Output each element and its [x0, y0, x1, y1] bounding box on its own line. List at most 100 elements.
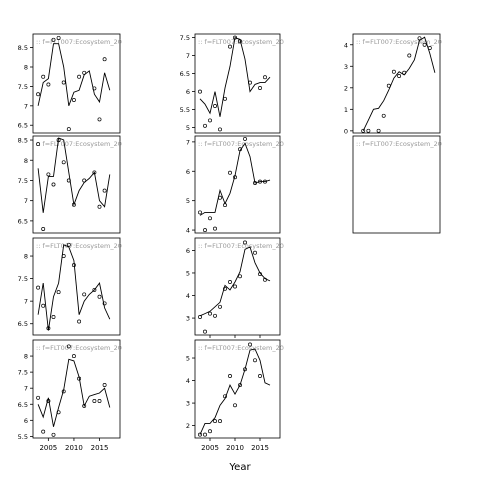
- facet-label: :: f=FLT007:Ecosystem_20: [36, 344, 122, 352]
- data-point: [102, 188, 107, 193]
- facet-panel: :: f=FLT007:Ecosystem_20: [352, 135, 442, 234]
- data-point: [218, 304, 222, 309]
- data-point: [258, 272, 262, 277]
- data-point: [253, 181, 257, 185]
- facet-panel: :: f=FLT007:Ecosystem_205.5 6 6.5 7 7.5 82005…: [18, 339, 122, 452]
- facet-frame: [194, 33, 281, 134]
- data-point: [381, 113, 386, 118]
- y-tick-label: 5.5: [18, 433, 28, 441]
- data-point: [51, 432, 56, 437]
- data-point: [417, 36, 422, 41]
- data-point: [66, 344, 71, 349]
- data-point: [361, 128, 366, 133]
- fitted-line: [37, 358, 111, 427]
- data-point: [243, 367, 247, 372]
- data-point: [228, 170, 232, 175]
- data-point: [41, 303, 46, 308]
- facet-panel: :: f=FLT007:Ecosystem_206.5 7 7.5 8 8.5: [18, 33, 122, 134]
- y-tick-label: 7: [24, 298, 28, 306]
- y-tick-label: 2: [186, 422, 190, 430]
- data-point: [258, 374, 262, 378]
- data-point: [243, 136, 247, 141]
- data-point: [203, 228, 207, 233]
- data-point: [263, 277, 267, 282]
- fitted-line: [37, 137, 111, 213]
- data-point: [97, 117, 102, 122]
- data-point: [386, 83, 391, 88]
- data-point: [61, 80, 66, 85]
- data-point: [218, 419, 222, 424]
- y-tick-label: 8.5: [18, 137, 28, 145]
- data-point: [233, 175, 237, 180]
- y-tick-label: 3: [186, 400, 190, 408]
- data-point: [71, 263, 76, 268]
- y-tick-label: 7.5: [18, 83, 28, 91]
- y-tick-label: 3: [186, 315, 190, 323]
- data-point: [223, 394, 227, 399]
- facet-label: :: f=FLT007:Ecosystem_20: [36, 242, 122, 250]
- y-tick-label: 5: [186, 355, 190, 363]
- x-tick-label: 2015: [251, 444, 269, 452]
- data-point: [208, 311, 212, 316]
- facet-frame: [32, 33, 121, 134]
- data-point: [46, 399, 51, 403]
- data-point: [77, 319, 82, 324]
- data-point: [92, 399, 97, 403]
- facet-label: :: f=FLT007:Ecosystem_20: [36, 38, 122, 46]
- data-point: [66, 178, 71, 183]
- y-tick-label: 8: [24, 157, 28, 165]
- y-tick-label: 6: [186, 88, 190, 96]
- data-point: [56, 290, 61, 295]
- facet-frame: [352, 135, 441, 234]
- data-point: [233, 403, 237, 408]
- y-tick-label: 7: [24, 385, 28, 393]
- data-point: [41, 429, 46, 434]
- data-point: [218, 195, 222, 200]
- data-point: [46, 326, 51, 331]
- y-tick-label: 3: [344, 63, 348, 71]
- y-tick-label: 6: [186, 247, 190, 255]
- y-tick-label: 7: [24, 102, 28, 110]
- data-point: [82, 178, 87, 183]
- y-tick-label: 6: [186, 168, 190, 176]
- data-point: [71, 98, 76, 102]
- y-tick-label: 7: [186, 52, 190, 60]
- data-point: [427, 46, 432, 50]
- y-tick-label: 8: [24, 64, 28, 72]
- data-point: [36, 395, 41, 400]
- y-tick-label: 5: [186, 124, 190, 132]
- data-point: [102, 383, 107, 387]
- data-point: [248, 342, 252, 347]
- data-point: [198, 432, 202, 437]
- data-point: [228, 280, 232, 284]
- data-point: [253, 358, 257, 363]
- data-point: [263, 75, 267, 80]
- data-point: [198, 210, 202, 215]
- data-point: [397, 74, 402, 78]
- data-point: [208, 118, 212, 123]
- data-point: [97, 294, 102, 299]
- data-point: [208, 429, 212, 434]
- facet-label: :: f=FLT007:Ecosystem_20: [36, 140, 122, 148]
- y-tick-label: 6.5: [18, 320, 28, 328]
- data-point: [213, 419, 217, 424]
- data-point: [258, 86, 262, 90]
- data-point: [391, 69, 396, 74]
- y-tick-label: 4: [344, 41, 348, 49]
- facet-label: :: f=FLT007:Ecosystem_20: [356, 38, 442, 46]
- fitted-line: [37, 43, 111, 106]
- data-point: [61, 389, 66, 394]
- data-point: [51, 315, 56, 319]
- data-point: [56, 138, 61, 142]
- data-point: [258, 179, 262, 184]
- data-point: [198, 315, 202, 319]
- data-point: [366, 128, 371, 133]
- data-point: [92, 287, 97, 292]
- data-point: [82, 403, 87, 408]
- facet-frame: [32, 135, 121, 234]
- data-point: [218, 127, 222, 132]
- data-point: [213, 104, 217, 108]
- data-point: [82, 292, 87, 297]
- data-point: [97, 204, 102, 209]
